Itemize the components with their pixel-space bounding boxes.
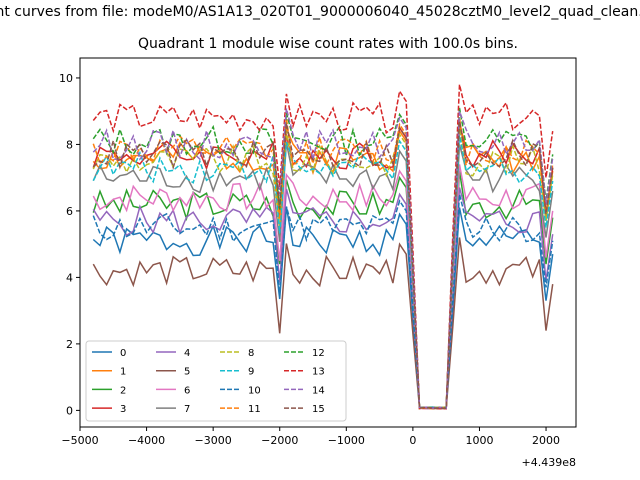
- legend-label: 2: [120, 385, 126, 396]
- series-line-4: [92, 187, 554, 410]
- x-axis-offset-label: +4.439e8: [522, 456, 576, 469]
- legend-label: 4: [184, 348, 190, 359]
- series-line-6: [92, 164, 554, 410]
- legend-label: 12: [312, 348, 325, 359]
- legend-label: 8: [248, 348, 254, 359]
- series-layer: [92, 84, 554, 410]
- series-line-14: [92, 108, 554, 410]
- series-line-9: [92, 134, 554, 409]
- legend-label: 13: [312, 367, 325, 378]
- legend-label: 15: [312, 404, 325, 415]
- legend-label: 6: [184, 385, 190, 396]
- series-line-7: [92, 142, 554, 410]
- legend-label: 11: [248, 404, 261, 415]
- legend-label: 5: [184, 367, 190, 378]
- legend-label: 7: [184, 404, 190, 415]
- legend-frame: [85, 340, 347, 422]
- y-tick-label: 4: [66, 271, 73, 284]
- y-tick-label: 10: [59, 72, 73, 85]
- x-tick-label: −2000: [261, 434, 298, 447]
- y-tick-label: 8: [66, 138, 73, 151]
- series-line-12: [92, 107, 554, 410]
- legend-label: 9: [248, 367, 254, 378]
- axes-layer: −5000 −4000 −3000 −2000 −1000 0 1000 2000 0 2 4 6 8 1…: [59, 72, 560, 447]
- chart-title: Quadrant 1 module wise count rates with …: [138, 36, 518, 52]
- y-tick-label: 6: [66, 205, 73, 218]
- x-tick-label: −3000: [195, 434, 232, 447]
- legend-label: 10: [248, 385, 261, 396]
- x-tick-label: 0: [409, 434, 416, 447]
- x-tick-label: −4000: [128, 434, 165, 447]
- figure-suptitle: Light curves from file: modeM0/AS1A13_02…: [0, 4, 640, 20]
- x-tick-label: −5000: [61, 434, 98, 447]
- series-line-15: [92, 121, 554, 410]
- series-line-10: [92, 194, 554, 410]
- legend-label: 0: [120, 348, 126, 359]
- series-line-0: [92, 206, 554, 409]
- y-tick-label: 0: [66, 404, 73, 417]
- legend-label: 3: [120, 404, 126, 415]
- x-tick-label: 2000: [532, 434, 560, 447]
- x-tick-label: −1000: [328, 434, 365, 447]
- y-tick-label: 2: [66, 338, 73, 351]
- series-line-13: [92, 84, 554, 410]
- legend-label: 14: [312, 385, 325, 396]
- x-tick-label: 1000: [465, 434, 493, 447]
- series-line-5: [92, 237, 554, 410]
- plot-area-frame: [79, 57, 577, 428]
- legend-label: 1: [120, 367, 126, 378]
- series-line-2: [92, 170, 554, 410]
